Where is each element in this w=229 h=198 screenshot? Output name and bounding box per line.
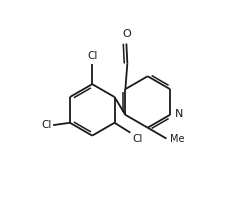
Text: Cl: Cl <box>131 134 142 144</box>
Text: O: O <box>121 29 130 39</box>
Text: N: N <box>174 109 183 119</box>
Text: Me: Me <box>169 134 184 144</box>
Text: Cl: Cl <box>87 51 97 61</box>
Text: Cl: Cl <box>41 120 51 130</box>
